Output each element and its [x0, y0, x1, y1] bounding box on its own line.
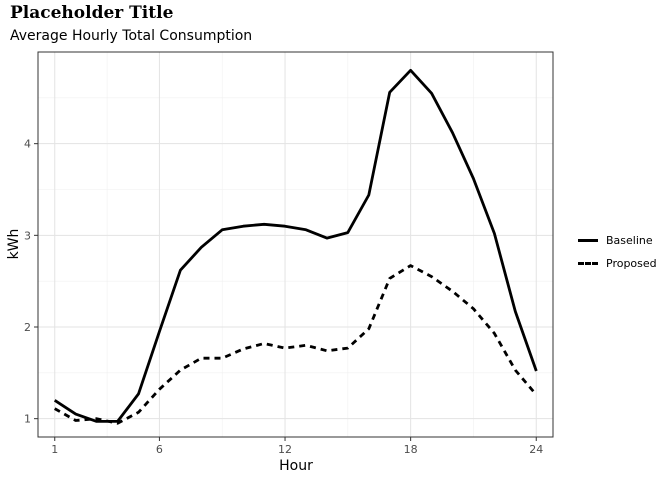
x-axis-label: Hour	[279, 458, 313, 474]
x-tick-label: 12	[278, 443, 292, 456]
plot-border	[37, 51, 554, 438]
series-line-proposed	[54, 264, 538, 425]
chart-subtitle: Average Hourly Total Consumption	[10, 28, 253, 44]
legend: Baseline Proposed	[578, 229, 657, 275]
plot-panel	[38, 52, 553, 437]
x-axis-ticks: 1 6 12 18 24	[51, 437, 543, 456]
legend-label: Proposed	[606, 257, 657, 270]
x-tick-label: 24	[529, 443, 543, 456]
y-tick-label: 1	[24, 413, 31, 426]
series-lines	[53, 68, 538, 425]
legend-item-proposed: Proposed	[578, 252, 657, 275]
series-line-baseline	[53, 68, 538, 423]
y-tick-label: 4	[24, 138, 31, 151]
y-tick-label: 2	[24, 321, 31, 334]
x-tick-label: 6	[156, 443, 163, 456]
legend-key-dashed-line	[578, 262, 598, 265]
x-tick-label: 18	[404, 443, 418, 456]
grid-lines	[38, 52, 553, 437]
chart-title: Placeholder Title	[10, 3, 174, 23]
y-axis-label: kWh	[6, 229, 22, 260]
y-tick-label: 3	[24, 229, 31, 242]
legend-key-solid-line	[578, 239, 598, 242]
x-tick-label: 1	[51, 443, 58, 456]
y-axis-ticks: 1 2 3 4	[24, 138, 38, 426]
legend-label: Baseline	[606, 234, 653, 247]
legend-item-baseline: Baseline	[578, 229, 657, 252]
